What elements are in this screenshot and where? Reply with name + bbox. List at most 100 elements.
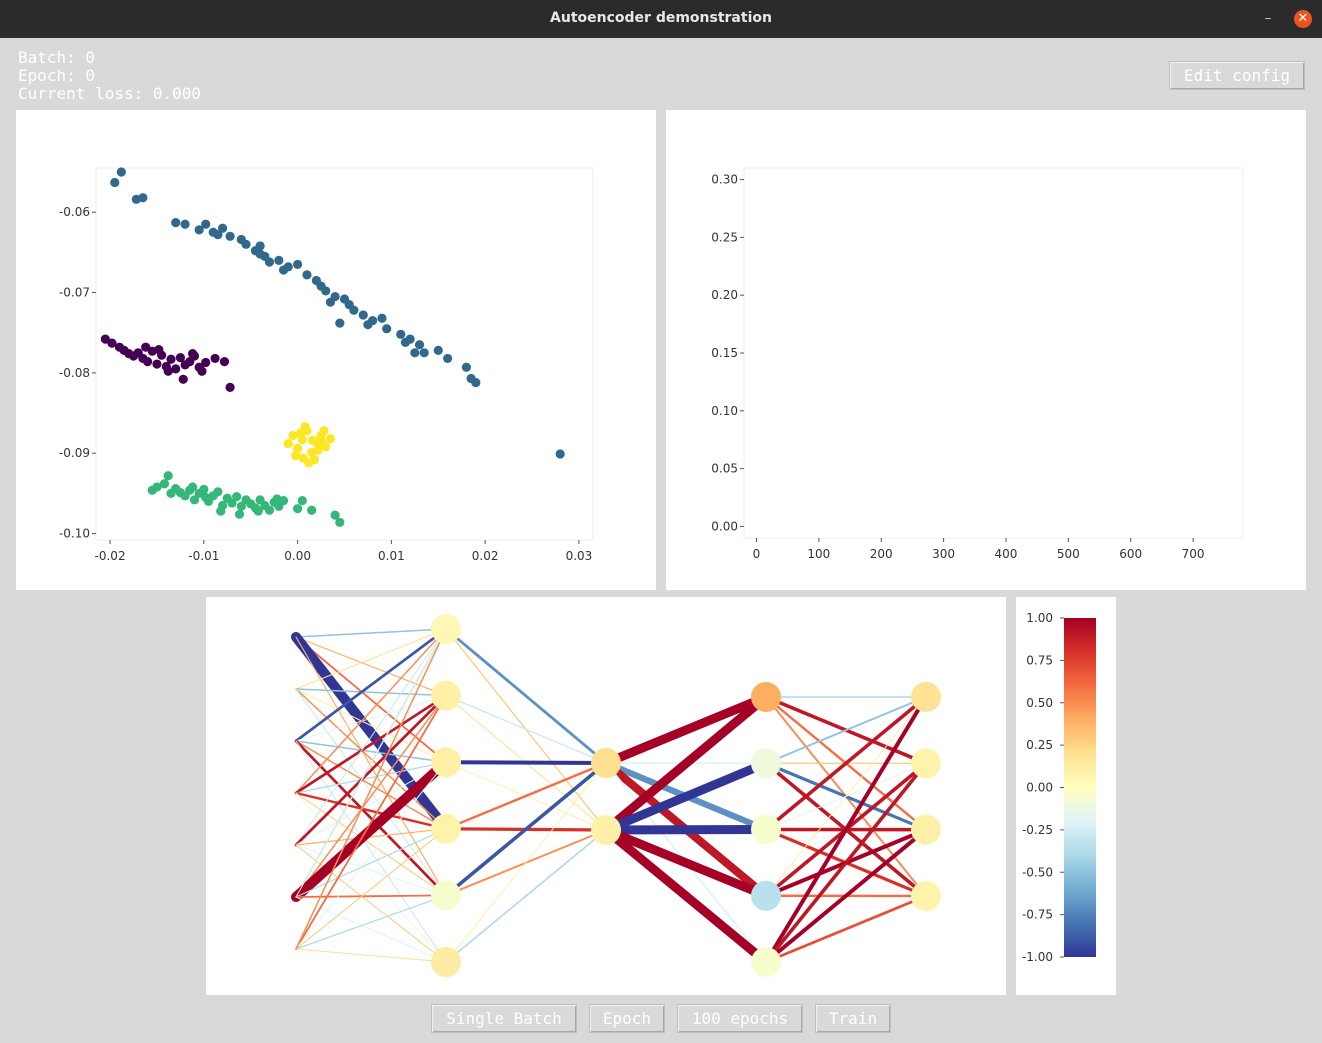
- train-button[interactable]: Train: [815, 1004, 891, 1033]
- colorbar-tick-label: 1.00: [1026, 611, 1053, 625]
- scatter-point: [317, 437, 327, 447]
- x-tick-label: 300: [932, 547, 955, 561]
- neuron-node: [431, 947, 461, 977]
- x-tick-label: 700: [1182, 547, 1205, 561]
- scatter-point: [197, 366, 207, 376]
- scatter-point: [555, 449, 565, 459]
- scatter-point: [293, 259, 303, 270]
- scatter-point: [236, 501, 246, 511]
- y-tick-label: -0.07: [59, 286, 90, 300]
- scatter-point: [187, 482, 198, 492]
- weight-edge: [295, 894, 447, 898]
- scatter-point: [433, 345, 443, 355]
- neuron-node: [911, 814, 941, 845]
- scatter-point: [325, 434, 336, 444]
- epoch-button[interactable]: Epoch: [589, 1004, 665, 1033]
- scatter-point: [307, 505, 317, 515]
- weight-edge: [295, 948, 447, 963]
- training-stats: Batch: 0 Epoch: 0 Current loss: 0.000: [18, 49, 201, 103]
- close-button[interactable]: ✕: [1294, 10, 1312, 28]
- colorbar-tick-label: 0.25: [1026, 738, 1053, 752]
- scatter-point: [414, 340, 425, 350]
- scatter-point: [461, 362, 472, 372]
- scatter-point: [363, 320, 373, 330]
- weight-edge: [295, 828, 447, 846]
- plot-area: [95, 167, 594, 541]
- weight-edge: [444, 627, 608, 765]
- scatter-point: [107, 338, 117, 348]
- scatter-point: [138, 193, 148, 203]
- weight-edge: [601, 825, 771, 967]
- scatter-point: [308, 435, 318, 445]
- weight-edge: [601, 758, 771, 835]
- scatter-point: [377, 313, 387, 323]
- scatter-point: [217, 223, 228, 233]
- weight-edge: [295, 761, 447, 846]
- weight-edge: [601, 692, 771, 768]
- scatter-point: [335, 517, 345, 527]
- x-tick-label: -0.02: [95, 549, 126, 563]
- scatter-point: [349, 305, 359, 315]
- hundred-epochs-button[interactable]: 100 epochs: [677, 1004, 803, 1033]
- x-tick-label: 0.00: [284, 549, 311, 563]
- y-tick-label: -0.10: [59, 527, 90, 541]
- weight-edge: [764, 894, 928, 964]
- weight-edge: [295, 894, 447, 950]
- latent-space-panel: -0.02 -0.01 0.00 0.01 0.02 0.03 -0.06 -0.07 -0.0…: [16, 110, 656, 590]
- neuron-node: [911, 682, 941, 712]
- weight-edge: [601, 825, 771, 835]
- scatter-point: [141, 342, 151, 352]
- minimize-button[interactable]: –: [1264, 11, 1272, 26]
- neuron-node: [431, 614, 461, 644]
- scatter-point: [189, 495, 200, 505]
- y-tick-label: 0.10: [711, 404, 738, 418]
- edit-config-button[interactable]: Edit config: [1169, 61, 1305, 90]
- scatter-point: [187, 348, 198, 359]
- weight-edge: [764, 827, 928, 964]
- weight-edge: [295, 688, 447, 697]
- neuron-node: [431, 747, 461, 778]
- weight-edge: [295, 628, 447, 794]
- scatter-point: [264, 505, 275, 515]
- weight-colorbar: 1.00 0.75 0.50 0.25 0.00 -0.25 -0.50 -0.75 -1.00: [1022, 611, 1096, 964]
- scatter-point: [358, 310, 368, 320]
- window-title: Autoencoder demonstration: [550, 10, 772, 26]
- scatter-point: [194, 225, 204, 235]
- weight-edge: [295, 828, 447, 950]
- network-panel: [206, 597, 1006, 995]
- scatter-point: [321, 286, 331, 296]
- scatter-point: [295, 428, 306, 438]
- scatter-point: [283, 438, 293, 449]
- title-bar: Autoencoder demonstration – ✕: [0, 0, 1322, 38]
- scatter-point: [180, 219, 190, 229]
- scatter-point: [302, 270, 312, 280]
- weight-edge: [295, 628, 447, 638]
- weight-edge: [295, 688, 447, 763]
- weight-edge: [294, 694, 448, 847]
- scatter-point: [382, 324, 392, 334]
- y-tick-label: -0.06: [59, 205, 90, 219]
- weight-edge: [295, 636, 447, 764]
- weight-edge: [445, 694, 607, 764]
- scatter-point: [225, 382, 235, 392]
- scatter-point: [213, 487, 223, 497]
- scatter-point: [410, 348, 420, 358]
- scatter-point: [227, 498, 237, 508]
- single-batch-button[interactable]: Single Batch: [431, 1004, 577, 1033]
- neuron-node: [751, 947, 781, 977]
- weight-edge: [764, 761, 928, 964]
- scatter-point: [319, 426, 329, 436]
- neuron-node: [591, 815, 621, 845]
- weight-edge: [291, 632, 451, 834]
- y-tick-label: 0.05: [711, 462, 738, 476]
- neuron-node: [431, 880, 461, 911]
- colorbar-panel: 1.00 0.75 0.50 0.25 0.00 -0.25 -0.50 -0.75 -1.00: [1016, 597, 1116, 995]
- weight-edge: [295, 628, 447, 950]
- scatter-point: [297, 496, 307, 506]
- neuron-node: [751, 748, 781, 779]
- scatter-point: [154, 344, 164, 355]
- colorbar-tick-label: -1.00: [1022, 950, 1053, 964]
- scatter-point: [199, 484, 209, 494]
- weight-edge: [295, 761, 447, 950]
- neuron-node: [751, 682, 781, 712]
